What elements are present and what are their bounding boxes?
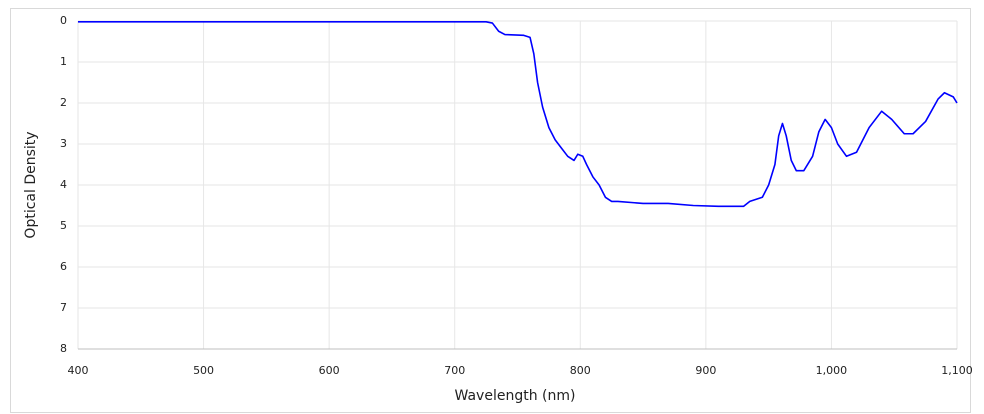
- x-tick-label: 400: [68, 364, 89, 377]
- y-tick-label: 2: [60, 96, 67, 109]
- x-tick-label: 500: [193, 364, 214, 377]
- x-tick-label: 900: [695, 364, 716, 377]
- y-tick-label: 5: [60, 219, 67, 232]
- y-tick-label: 0: [60, 14, 67, 27]
- y-tick-label: 6: [60, 260, 67, 273]
- x-axis-title: Wavelength (nm): [455, 388, 576, 404]
- x-tick-label: 600: [319, 364, 340, 377]
- x-tick-label: 800: [570, 364, 591, 377]
- data-line: [78, 21, 958, 208]
- chart-frame: [10, 8, 971, 413]
- y-tick-label: 8: [60, 342, 67, 355]
- x-tick-label: 1,000: [816, 364, 848, 377]
- y-tick-label: 1: [60, 55, 67, 68]
- y-tick-label: 7: [60, 301, 67, 314]
- y-tick-label: 3: [60, 137, 67, 150]
- y-tick-label: 4: [60, 178, 67, 191]
- x-tick-label: 1,100: [941, 364, 973, 377]
- y-axis-title: Optical Density: [23, 131, 39, 238]
- x-tick-label: 700: [444, 364, 465, 377]
